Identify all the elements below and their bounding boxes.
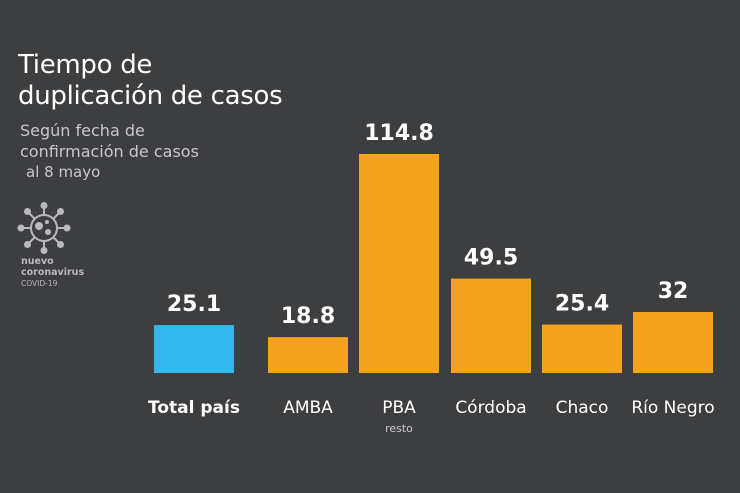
bar-4	[542, 324, 622, 373]
category-sublabel-2: resto	[385, 422, 413, 435]
value-label-2: 114.8	[364, 121, 434, 146]
category-label-5: Río Negro	[631, 398, 714, 418]
bar-0	[154, 325, 234, 373]
subtitle-date: al 8 mayo	[26, 163, 101, 181]
logo-line-2: coronavirus	[21, 267, 85, 278]
chart-subtitle: Según fecha de confirmación de casos al …	[20, 120, 199, 183]
subtitle-line-1: Según fecha de	[20, 121, 145, 140]
category-label-1: AMBA	[283, 398, 333, 418]
logo-text: nuevo coronavirus COVID-19	[21, 256, 84, 289]
value-label-3: 49.5	[464, 246, 518, 271]
value-label-4: 25.4	[555, 292, 609, 317]
value-label-1: 18.8	[281, 304, 335, 329]
logo-line-1: nuevo	[21, 256, 54, 267]
subtitle-line-2: confirmación de casos	[20, 142, 199, 161]
title-line-1: Tiempo de	[18, 50, 153, 80]
category-label-2: PBA	[382, 398, 416, 418]
chart-title: Tiempo de duplicación de casos	[18, 50, 283, 112]
logo-line-3: COVID-19	[21, 279, 58, 288]
value-label-0: 25.1	[167, 292, 221, 317]
category-label-0: Total país	[148, 398, 240, 418]
bar-5	[633, 311, 713, 373]
title-line-2: duplicación de casos	[18, 81, 283, 111]
virus-icon	[17, 202, 71, 254]
category-label-4: Chaco	[556, 398, 609, 418]
bar-1	[268, 337, 348, 373]
bar-3	[451, 278, 531, 373]
bar-2	[359, 154, 439, 373]
category-label-3: Córdoba	[455, 398, 526, 418]
value-label-5: 32	[658, 279, 689, 304]
